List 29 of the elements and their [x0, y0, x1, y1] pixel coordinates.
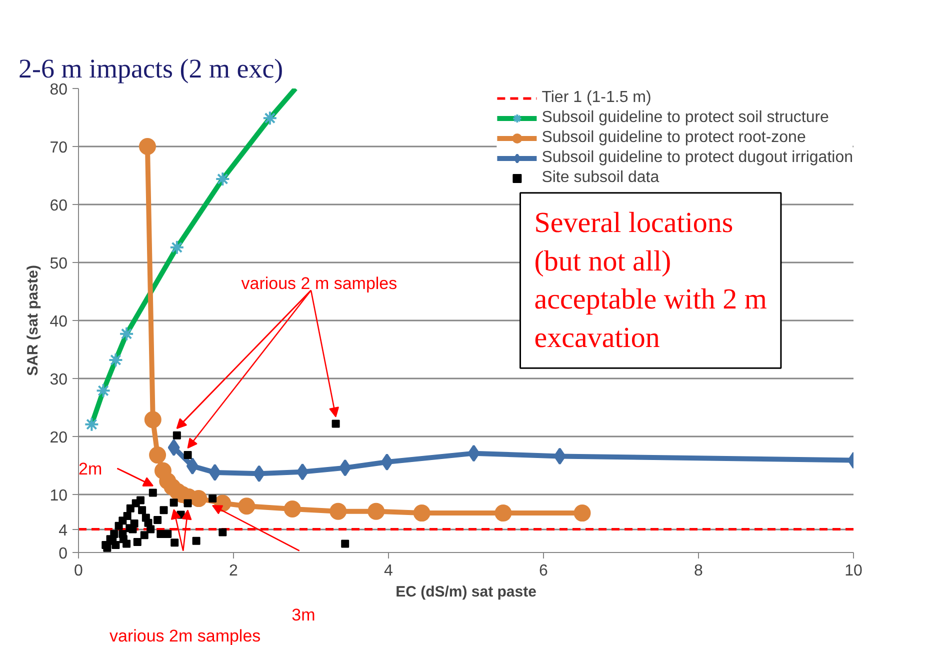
text: various 2m samples — [110, 626, 261, 645]
y-axis-title: SAR (sat paste) — [24, 265, 42, 376]
x-tick-label: 10 — [844, 562, 862, 580]
legend-label: Site subsoil data — [542, 168, 660, 188]
annotation: Several locations (but not all) acceptable with 2 m excavation — [534, 206, 768, 354]
annotation: various 2 m samples — [241, 274, 398, 294]
y-tick-label: 0 — [58, 546, 68, 562]
x-tick-label: 4 — [384, 562, 394, 580]
legend-label: Subsoil guideline to protect root-zone — [542, 128, 806, 148]
y-tick-label: 60 — [50, 198, 68, 214]
x-tick-label: 8 — [694, 562, 704, 580]
x-tick-label: 0 — [74, 562, 84, 580]
annotation: 2m — [78, 460, 102, 479]
y-tick-label: 70 — [50, 140, 68, 156]
y-tick-label: 50 — [50, 256, 68, 272]
x-tick-label: 2 — [229, 562, 238, 580]
y-tick-label: 30 — [50, 372, 68, 388]
y-tick-label: 80 — [50, 82, 68, 98]
x-tick-label: 6 — [539, 562, 548, 580]
y-tick-label: 40 — [50, 314, 68, 330]
y-tick-label: 20 — [50, 430, 68, 446]
legend-label: Subsoil guideline to protect dugout irrigation — [542, 148, 853, 168]
x-axis-title: EC (dS/m) sat paste — [396, 584, 536, 600]
text: 3m — [292, 606, 316, 624]
legend-label: Subsoil guideline to protect soil structure — [542, 108, 829, 128]
legend-label: Tier 1 (1-1.5 m) — [542, 88, 652, 108]
y-tick-label: 4 — [58, 522, 68, 540]
chart-title: 2-6 m impacts (2 m exc) — [18, 54, 284, 84]
y-tick-label: 10 — [50, 488, 68, 504]
